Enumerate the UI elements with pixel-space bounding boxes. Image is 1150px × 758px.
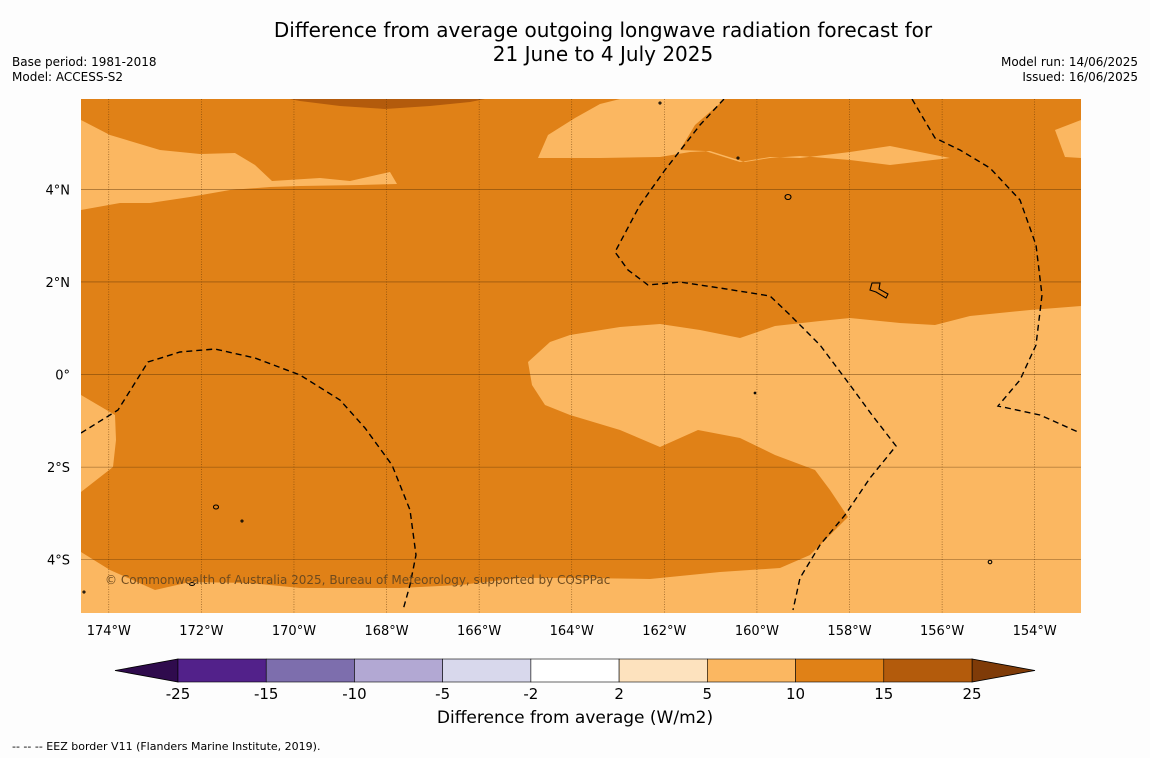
graticule [81, 99, 1081, 613]
lon-tick-label: 174°W [87, 624, 131, 639]
island-outline [753, 391, 757, 395]
band-15-to-25-top [290, 99, 485, 109]
colorbar-tick-label: -10 [342, 685, 367, 703]
lon-tick-label: 162°W [642, 624, 686, 639]
eez-border-kiribati-line [614, 99, 897, 611]
colorbar-tick-label: 25 [962, 685, 981, 703]
island-outline [869, 282, 889, 299]
metadata-right: Model run: 14/06/2025 Issued: 16/06/2025 [1001, 55, 1138, 85]
lon-tick-label: 154°W [1013, 624, 1057, 639]
lat-tick-label: 4°S [47, 554, 70, 569]
lon-tick-label: 156°W [920, 624, 964, 639]
model-run: Model run: 14/06/2025 [1000, 55, 1138, 69]
lat-tick-label: 2°N [46, 276, 71, 291]
band-5-to-10-southeast [300, 306, 1081, 613]
island-outline [784, 193, 792, 201]
colorbar-label: Difference from average (W/m2) [436, 708, 714, 728]
colorbar: -25 -15 -10 -5 -2 2 5 10 15 25 [114, 658, 1036, 703]
copyright-credit: © Commonwealth of Australia 2025, Bureau… [105, 573, 610, 587]
lon-tick-label: 172°W [179, 624, 223, 639]
lat-tick-label: 4°N [46, 183, 71, 198]
colorbar-tick-label: 5 [703, 685, 713, 703]
footer-note: -- -- -- EEZ border V11 (Flanders Marine… [12, 740, 321, 753]
lat-tick-label: 0° [55, 369, 70, 384]
island-outline [240, 519, 244, 523]
island-outline [736, 156, 740, 160]
title-line-2: 21 June to 4 July 2025 [492, 42, 714, 66]
island-outline [188, 581, 196, 587]
eez-borders [81, 99, 1079, 611]
colorbar-tick-label: -2 [523, 685, 538, 703]
axis-tick-labels: 174°W 172°W 170°W 168°W 166°W 164°W 162°W 160°W… [46, 183, 1057, 639]
colorbar-tick-label: -15 [254, 685, 279, 703]
colorbar-segment [883, 658, 973, 683]
map-plot-area: © Commonwealth of Australia 2025, Bureau… [81, 99, 1081, 613]
band-5-to-10-northwest [81, 120, 397, 210]
island-outline [212, 504, 220, 510]
colorbar-over-arrow [971, 658, 1036, 683]
colorbar-tick-label: -5 [435, 685, 450, 703]
metadata-left: Base period: 1981-2018 Model: ACCESS-S2 [12, 55, 157, 85]
colorbar-segment [354, 658, 443, 683]
island-outline [82, 590, 86, 594]
island-outline [987, 559, 993, 565]
map-title: Difference from average outgoing longwav… [200, 18, 1006, 66]
band-5-to-10-west [81, 395, 116, 492]
lon-tick-label: 170°W [272, 624, 316, 639]
band-5-to-10-northeast [1055, 120, 1081, 158]
base-period: Base period: 1981-2018 [12, 55, 157, 69]
eez-border-line-islands [911, 99, 1079, 433]
lon-tick-label: 158°W [827, 624, 871, 639]
colorbar-tick-label: 10 [786, 685, 805, 703]
lon-tick-label: 164°W [550, 624, 594, 639]
colorbar-tick-label: 2 [614, 685, 624, 703]
lon-tick-label: 168°W [364, 624, 408, 639]
colorbar-under-arrow [114, 658, 179, 683]
model-name: Model: ACCESS-S2 [12, 70, 124, 84]
colorbar-segment [530, 658, 620, 683]
issued-date: Issued: 16/06/2025 [1022, 70, 1138, 84]
colorbar-tick-label: 15 [874, 685, 893, 703]
colorbar-segment [265, 658, 355, 683]
lon-tick-label: 166°W [457, 624, 501, 639]
colorbar-segment [442, 658, 532, 683]
lat-tick-label: 2°S [47, 461, 70, 476]
colorbar-segment [707, 658, 796, 683]
title-line-1: Difference from average outgoing longwav… [273, 18, 933, 42]
islands [82, 101, 993, 594]
colorbar-segment [177, 658, 267, 683]
colorbar-segment [795, 658, 885, 683]
island-outline [658, 101, 662, 105]
colorbar-segment [618, 658, 708, 683]
band-5-to-10-north [538, 99, 950, 165]
colorbar-tick-label: -25 [166, 685, 191, 703]
lon-tick-label: 160°W [735, 624, 779, 639]
eez-border-kiribati-phoenix [81, 348, 417, 611]
